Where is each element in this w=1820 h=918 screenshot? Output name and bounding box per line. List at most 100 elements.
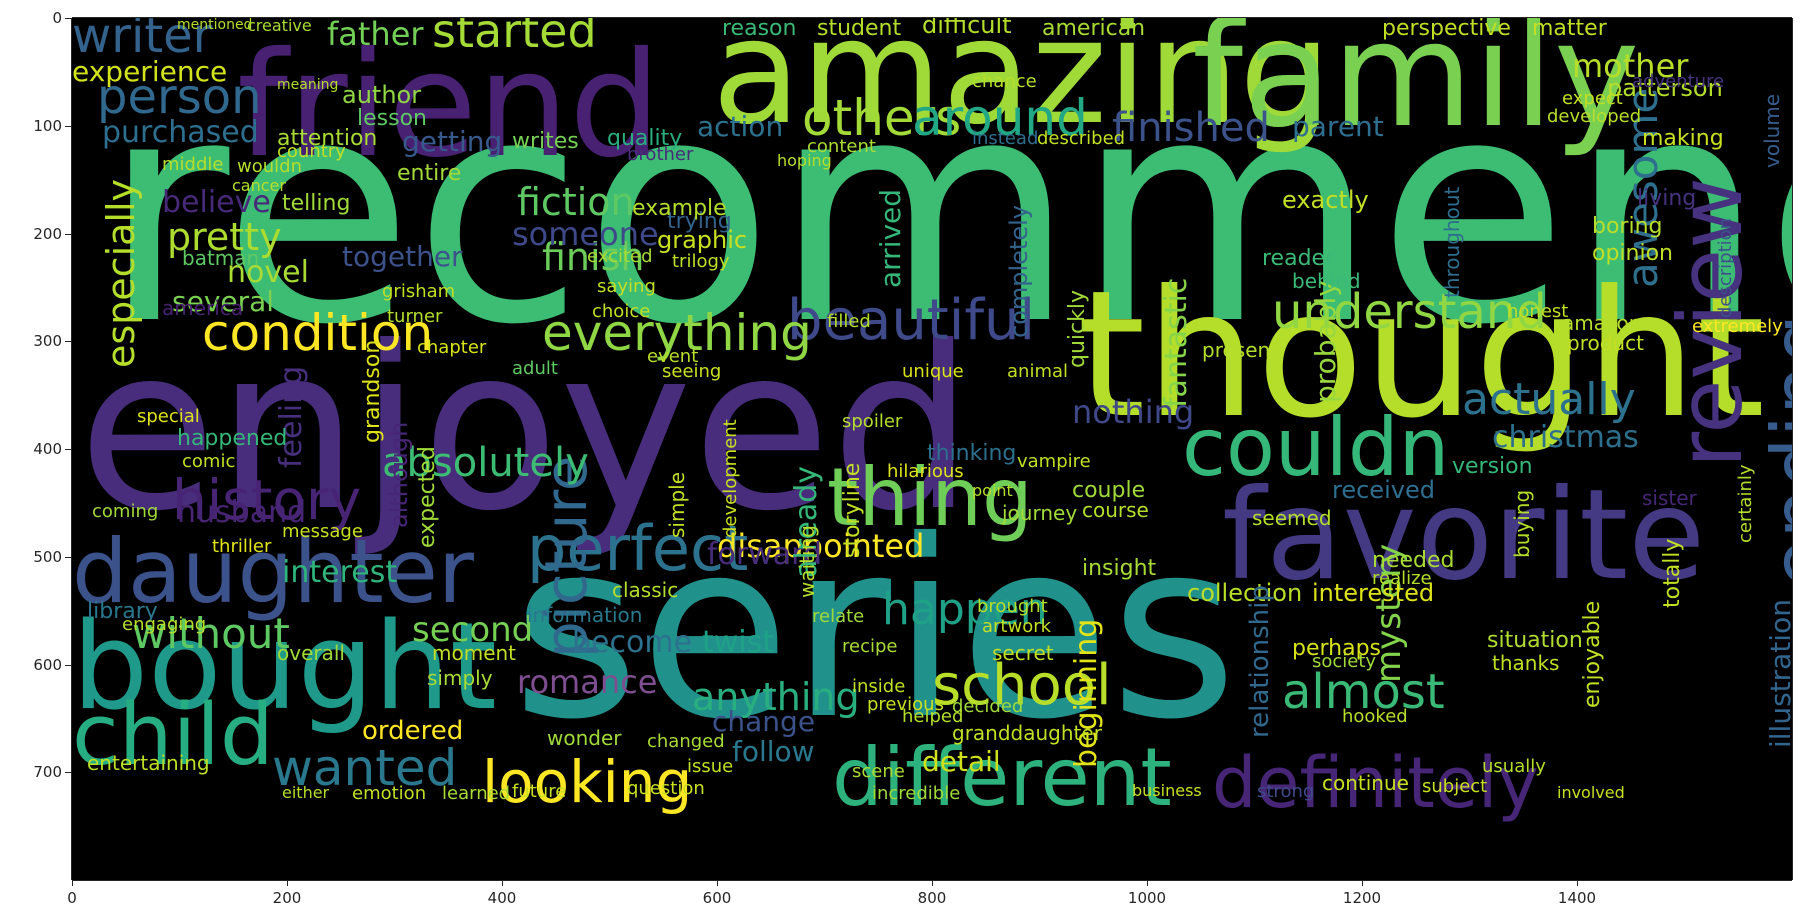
word-received: received xyxy=(1332,476,1435,504)
word-involved: involved xyxy=(1557,783,1625,802)
word-wonder: wonder xyxy=(547,726,622,750)
word-usually: usually xyxy=(1482,756,1546,777)
word-opinion: opinion xyxy=(1592,241,1673,266)
word-school: school xyxy=(932,653,1112,718)
word-interest: interest xyxy=(282,555,398,590)
word-ordered: ordered xyxy=(362,716,464,746)
word-adventure: adventure xyxy=(1632,71,1725,92)
x-tick-label: 1200 xyxy=(1342,889,1382,907)
word-relate: relate xyxy=(812,606,865,627)
word-child: child xyxy=(72,686,274,785)
word-detail: detail xyxy=(922,745,1001,778)
word-disappointed: disappointed xyxy=(717,527,925,565)
word-reason: reason xyxy=(722,18,797,41)
word-thought: thought xyxy=(1077,254,1766,457)
word-excited: excited xyxy=(587,246,653,267)
word-adult: adult xyxy=(512,358,558,379)
y-tick xyxy=(65,449,71,450)
word-honest: honest xyxy=(1507,301,1569,322)
word-expected: expected xyxy=(415,446,440,548)
word-choice: choice xyxy=(592,301,651,322)
word-journey: journey xyxy=(1002,501,1078,525)
x-tick xyxy=(1577,880,1578,886)
word-creative: creative xyxy=(247,18,312,35)
word-fantastic: fantastic xyxy=(1159,277,1194,408)
word-couple: couple xyxy=(1072,478,1146,503)
word-granddaughter: granddaughter xyxy=(952,721,1102,745)
x-tick-label: 800 xyxy=(917,889,947,907)
word-person: person xyxy=(97,69,262,125)
word-condition: condition xyxy=(202,304,434,362)
word-writes: writes xyxy=(512,129,579,154)
word-trying: trying xyxy=(667,209,732,234)
word-getting: getting xyxy=(402,125,503,158)
word-friend: friend xyxy=(237,21,662,190)
word-beautiful: beautiful xyxy=(787,288,1036,353)
word-spoiler: spoiler xyxy=(842,411,903,432)
word-emotion: emotion xyxy=(352,783,427,804)
word-present: present xyxy=(1202,338,1279,362)
word-extremely: extremely xyxy=(1692,316,1783,337)
word-mentioned: mentioned xyxy=(177,18,253,33)
word-completely: completely xyxy=(1005,205,1033,338)
word-american: american xyxy=(1042,18,1146,41)
y-tick-label: 500 xyxy=(33,547,62,566)
word-question: question xyxy=(627,778,705,799)
word-special: special xyxy=(137,406,200,427)
word-perhaps: perhaps xyxy=(1292,636,1382,661)
word-volume: volume xyxy=(1760,93,1784,168)
word-enjoyable: enjoyable xyxy=(1580,600,1605,708)
word-parent: parent xyxy=(1292,110,1384,143)
word-everything: everything xyxy=(542,304,812,362)
word-wanted: wanted xyxy=(272,739,458,797)
y-tick xyxy=(65,233,71,235)
word-beginning: beginning xyxy=(1069,618,1104,768)
word-point: point xyxy=(972,481,1013,500)
word-grisham: grisham xyxy=(382,281,456,302)
word-thriller: thriller xyxy=(212,536,272,557)
word-recipe: recipe xyxy=(842,636,898,657)
word-illustration: illustration xyxy=(1764,599,1792,748)
word-daughter: daughter xyxy=(72,520,475,623)
word-unique: unique xyxy=(902,361,964,382)
word-cancer: cancer xyxy=(232,176,286,195)
word-writer: writer xyxy=(72,18,213,64)
word-mother: mother xyxy=(1572,47,1689,85)
word-moment: moment xyxy=(432,641,517,665)
word-throughout: throughout xyxy=(1440,186,1464,298)
word-believe: believe xyxy=(162,185,271,220)
word-looking: looking xyxy=(482,748,693,816)
word-family: family xyxy=(1192,18,1640,160)
word-incredible: incredible xyxy=(872,783,961,804)
word-graphic: graphic xyxy=(657,226,748,254)
x-tick xyxy=(717,880,718,886)
word-developed: developed xyxy=(1547,106,1642,127)
word-christmas: christmas xyxy=(1492,420,1639,455)
y-tick xyxy=(65,18,71,19)
word-couldn: couldn xyxy=(1182,401,1450,494)
word-hooked: hooked xyxy=(1342,706,1408,727)
word-author: author xyxy=(342,81,422,109)
word-finish: finish xyxy=(542,235,645,279)
wordcloud-canvas: recommend enjoyed series thought amazing fami… xyxy=(72,18,1792,880)
word-simple: simple xyxy=(665,471,689,538)
word-development: development xyxy=(720,419,741,538)
word-coming: coming xyxy=(92,501,159,522)
word-arrived: arrived xyxy=(874,188,907,288)
word-realize: realize xyxy=(1372,568,1432,589)
axis-top xyxy=(72,17,1792,18)
word-middle: middle xyxy=(162,154,224,175)
word-become: become xyxy=(572,625,693,660)
x-tick-label: 200 xyxy=(272,889,302,907)
word-wouldn: wouldn xyxy=(237,156,302,177)
word-amazon: amazon xyxy=(1562,311,1642,335)
word-animal: animal xyxy=(1007,361,1069,382)
word-making: making xyxy=(1642,126,1724,151)
word-patterson: patterson xyxy=(1607,74,1723,102)
word-business: business xyxy=(1132,781,1202,800)
word-relationship: relationship xyxy=(1245,585,1275,738)
word-hilarious: hilarious xyxy=(887,461,964,482)
word-message: message xyxy=(282,521,363,542)
word-storyline: storyline xyxy=(840,462,865,558)
